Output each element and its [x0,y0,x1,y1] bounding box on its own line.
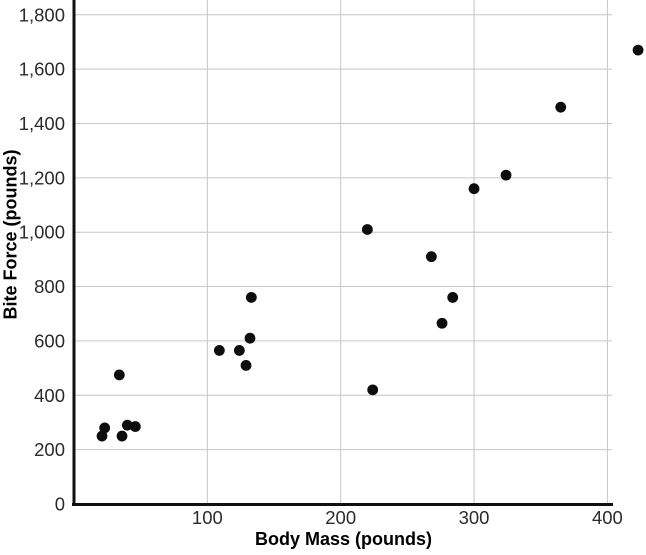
data-point [245,292,257,303]
data-point [447,292,459,303]
data-point [129,421,141,432]
data-point [361,224,373,235]
data-point [367,384,379,396]
y-tick-label: 1,000 [19,222,65,243]
data-point [240,359,252,371]
y-tick-label: 0 [55,494,65,515]
data-point [425,251,437,263]
x-axis-title: Body Mass (pounds) [254,529,432,549]
x-tick-label: 300 [459,507,490,528]
y-tick-label: 400 [34,385,65,406]
y-axis-title: Bite Force (pounds) [0,149,21,320]
data-point [436,317,448,329]
data-point [500,169,512,181]
y-tick-label: 200 [34,439,65,460]
data-point [116,430,128,442]
y-tick-label: 1,600 [19,59,65,80]
data-point [213,345,225,356]
data-point [632,44,644,56]
data-point [244,332,256,344]
data-point [121,419,133,431]
data-point [468,183,480,195]
data-point [555,101,567,113]
y-tick-label: 1,400 [19,113,65,134]
x-tick-label: 100 [192,507,223,528]
data-point [113,369,125,381]
data-point [96,430,108,442]
x-tick-label: 200 [325,507,356,528]
data-point [99,422,111,434]
y-tick-label: 1,200 [19,167,65,188]
y-tick-label: 1,800 [19,4,65,25]
data-point [233,345,245,356]
x-tick-label: 400 [592,507,623,528]
y-tick-label: 600 [34,330,65,351]
y-tick-label: 800 [34,276,65,297]
